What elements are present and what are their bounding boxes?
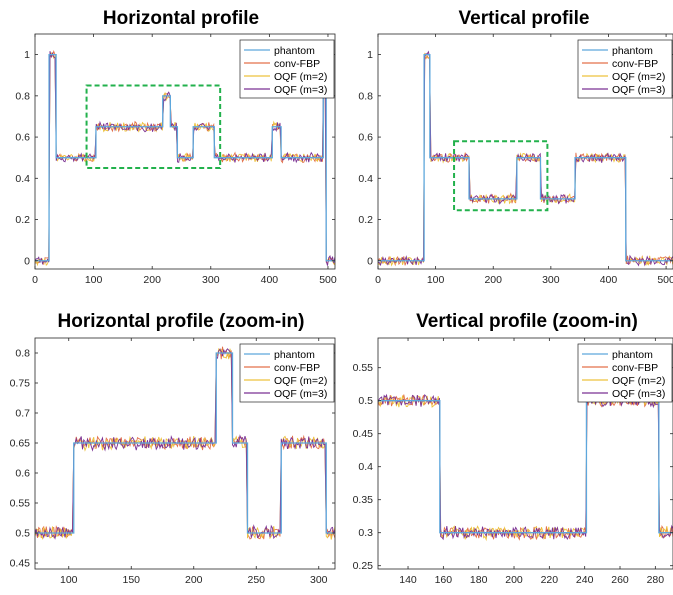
y-tick-label: 1 [367, 49, 373, 61]
chart-horizontal-profile-zoom: 100 150 200 250 300 0.45 0.5 0.55 0.6 0.65 0.7 0.75… [10, 337, 336, 586]
x-tick-label: 200 [185, 574, 203, 586]
y-tick-label: 0.5 [358, 395, 373, 407]
y-tick-label: 0.4 [358, 461, 373, 473]
legend-label-phantom: phantom [612, 45, 653, 57]
y-tick-label: 0.25 [353, 560, 374, 572]
x-tick-label: 140 [399, 574, 417, 586]
y-tick-label: 0.35 [353, 494, 374, 506]
x-tick-label: 400 [600, 274, 618, 286]
y-tick-label: 0.2 [15, 214, 30, 226]
y-tick-label: 0.8 [15, 90, 30, 102]
axes-frame [34, 33, 336, 270]
legend-label-phantom: phantom [612, 349, 653, 361]
x-tick-label: 250 [247, 574, 265, 586]
zoom-region-box [85, 84, 222, 169]
y-tick-label: 0.6 [15, 468, 30, 480]
y-tick-label: 0.65 [10, 438, 31, 450]
series-line-oqf-m-2 [35, 347, 335, 541]
x-tick-label: 100 [60, 574, 78, 586]
y-tick-label: 0 [367, 255, 373, 267]
x-tick-label: 180 [470, 574, 488, 586]
x-tick-label: 200 [143, 274, 161, 286]
series-line-phantom [35, 53, 335, 262]
zoom-region-box [453, 140, 549, 212]
y-tick-label: 0.3 [358, 527, 373, 539]
series-line-oqf-m-2 [35, 51, 335, 267]
y-tick-label: 0.6 [358, 132, 373, 144]
y-tick-label: 0.4 [358, 173, 373, 185]
series-line-oqf-m-3 [35, 348, 335, 540]
x-tick-label: 300 [202, 274, 220, 286]
x-tick-label: 260 [611, 574, 629, 586]
panel-title-vertical: Vertical profile [459, 8, 590, 29]
x-tick-label: 220 [541, 574, 559, 586]
legend-label-oqf-m-2: OQF (m=2) [274, 71, 327, 83]
legend-label-conv-fbp: conv-FBP [274, 362, 320, 374]
series-line-oqf-m-2 [378, 52, 673, 267]
x-tick-label: 0 [375, 274, 381, 286]
chart-horizontal-profile: 0 100 200 300 400 500 0 0.2 0.4 0.6 0.8 1 phantomcon… [15, 33, 337, 286]
legend-label-phantom: phantom [274, 349, 315, 361]
legend-label-oqf-m-3: OQF (m=3) [274, 388, 327, 400]
panel-title-horizontal: Horizontal profile [103, 8, 259, 29]
chart-vertical-profile: 0 100 200 300 400 500 0 0.2 0.4 0.6 0.8 1 phantomcon… [358, 33, 673, 286]
y-tick-label: 0.4 [15, 173, 30, 185]
y-tick-label: 0.7 [15, 408, 30, 420]
series-line-phantom [378, 400, 673, 534]
legend-label-oqf-m-3: OQF (m=3) [274, 84, 327, 96]
y-tick-label: 0.55 [10, 498, 31, 510]
x-tick-label: 300 [542, 274, 560, 286]
y-tick-label: 0.45 [353, 428, 374, 440]
x-tick-label: 200 [484, 274, 502, 286]
legend-label-oqf-m-2: OQF (m=2) [612, 71, 665, 83]
x-tick-label: 150 [122, 574, 140, 586]
x-tick-label: 400 [261, 274, 279, 286]
x-tick-label: 160 [435, 574, 453, 586]
legend-label-conv-fbp: conv-FBP [612, 362, 658, 374]
y-tick-label: 0.6 [15, 132, 30, 144]
y-tick-label: 0 [24, 255, 30, 267]
legend-label-phantom: phantom [274, 45, 315, 57]
series-line-phantom [378, 53, 673, 262]
x-tick-label: 100 [427, 274, 445, 286]
y-tick-label: 1 [24, 49, 30, 61]
y-tick-label: 0.8 [358, 90, 373, 102]
legend-label-conv-fbp: conv-FBP [274, 58, 320, 70]
y-tick-label: 0.2 [358, 214, 373, 226]
y-tick-label: 0.55 [353, 362, 374, 374]
x-tick-label: 500 [319, 274, 337, 286]
panel-title-vertical-zoom: Vertical profile (zoom-in) [416, 311, 638, 332]
series-line-phantom [35, 352, 335, 534]
legend-label-oqf-m-3: OQF (m=3) [612, 84, 665, 96]
chart-vertical-profile-zoom: 140 160 180 200 220 240 260 280 0.25 0.3 0.35 0.4 0.… [353, 337, 673, 586]
x-tick-label: 300 [310, 574, 328, 586]
legend-label-oqf-m-2: OQF (m=2) [274, 375, 327, 387]
axes-frame [377, 33, 673, 270]
axes-frame [377, 337, 673, 570]
panel-title-horizontal-zoom: Horizontal profile (zoom-in) [58, 311, 305, 332]
x-tick-label: 500 [657, 274, 673, 286]
y-tick-label: 0.75 [10, 378, 31, 390]
axes-frame [34, 337, 336, 570]
y-tick-label: 0.45 [10, 558, 31, 570]
x-tick-label: 240 [576, 574, 594, 586]
x-tick-label: 280 [647, 574, 665, 586]
legend-label-oqf-m-3: OQF (m=3) [612, 388, 665, 400]
series-line-oqf-m-3 [35, 51, 335, 266]
x-tick-label: 100 [85, 274, 103, 286]
y-tick-label: 0.5 [15, 528, 30, 540]
legend-label-conv-fbp: conv-FBP [612, 58, 658, 70]
x-tick-label: 0 [32, 274, 38, 286]
y-tick-label: 0.8 [15, 348, 30, 360]
x-tick-label: 200 [505, 574, 523, 586]
legend-label-oqf-m-2: OQF (m=2) [612, 375, 665, 387]
